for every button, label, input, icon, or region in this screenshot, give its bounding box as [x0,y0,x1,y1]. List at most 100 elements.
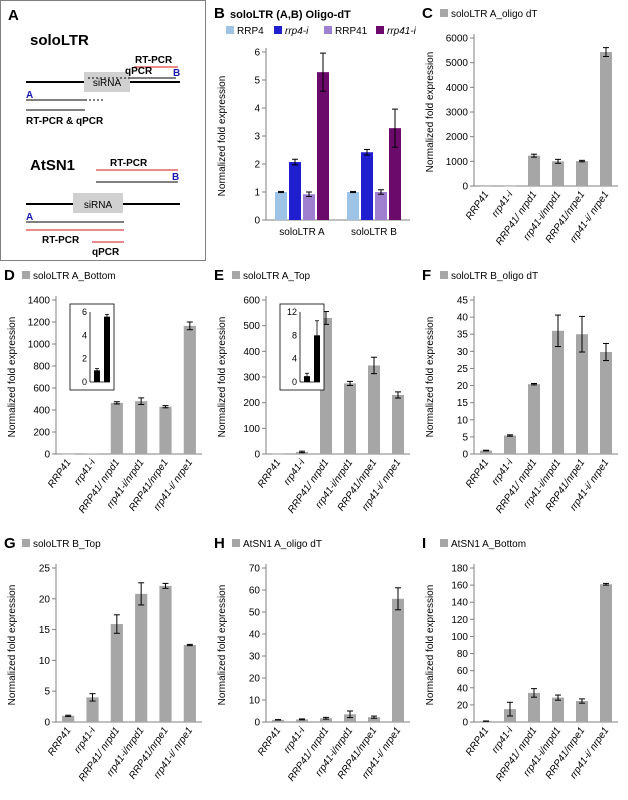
y-tick-label: 0 [254,216,260,227]
inset-y-tick-label: 8 [292,330,297,340]
chart-title: AtSN1 A_oligo dT [243,539,322,550]
y-tick-label: 0 [462,182,468,193]
bar-group-rrp41-nrpe1 [368,715,380,722]
y-tick-label: 35 [457,330,469,341]
atsn1-sirna-box [73,193,123,213]
bar-group-rrp41-nrpe1 [159,582,172,722]
bar-rrp41-nrpe1 [368,717,380,722]
bar-rrp4-i-sololtr-a [289,162,301,220]
y-tick-label: 15 [39,625,51,636]
panel-a-letter: A [8,7,19,24]
bar-group-rrp41-nrpe1 [159,405,172,454]
x-tick-label-rrp41: RRP41 [46,725,74,758]
bar-rrp41-i [86,697,99,722]
x-tick-label-rrp41: RRP41 [256,725,284,758]
bar-group-rrp41-nrpd1 [528,688,540,722]
bar-rrp41-i-nrpe1 [392,394,404,454]
bar-rrp4-i-sololtr-b [361,152,373,220]
y-tick-label: 60 [249,586,261,597]
bar-rrp41-i-nrpe1 [392,598,404,722]
bar-rrp41-i-nrpe1 [600,584,612,722]
y-tick-label: 800 [33,362,50,373]
panel-letter: E [214,267,224,284]
y-tick-label: 10 [457,415,469,426]
bar-group-rrp41-i-nrpe1 [183,321,196,454]
y-axis-label: Normalized fold expression [217,317,228,438]
chart-title: soloLTR A_oligo dT [451,9,538,20]
bar-group-rrp41 [62,714,75,722]
bar-rrp41 [480,185,492,187]
bar-group-rrp41-nrpd1 [528,383,540,454]
inset-chart: 0 4 8 12 [279,303,325,391]
bar-group-rrp41-i-nrpd1 [135,397,148,454]
bar-rrp41-nrpd1 [528,692,540,722]
bar-group-rrp41-i-sololtr-b [389,108,401,220]
y-tick-label: 40 [457,683,469,694]
bar-rrp4-sololtr-a [275,192,287,220]
y-tick-label: 2000 [446,132,469,143]
sololtr-rtpcr-label: RT-PCR [135,55,173,66]
y-tick-label: 200 [243,398,260,409]
legend-swatch [22,539,30,547]
inset-bar-1 [104,316,110,382]
y-tick-label: 80 [457,649,469,660]
bar-group-rrp41-i [86,693,99,722]
y-tick-label: 20 [457,700,469,711]
sololtr-title: soloLTR [30,32,89,49]
x-tick-label-rrp41: RRP41 [464,725,492,758]
sololtr-primer-b: B [173,68,180,79]
y-tick-label: 0 [462,718,468,729]
y-tick-label: 180 [451,564,468,575]
inset-y-tick-label: 0 [82,377,87,387]
bar-rrp41-nrpe1 [576,701,588,722]
x-tick-label-rrp41: RRP41 [464,189,492,222]
y-tick-label: 2 [254,160,260,171]
bar-rrp41-i [504,435,516,454]
bar-rrp41-i [86,453,99,455]
atsn1-title: AtSN1 [30,157,75,174]
bar-group-rrp41-i [504,701,516,722]
y-tick-label: 5 [254,76,260,87]
y-tick-label: 20 [39,594,51,605]
y-tick-label: 1000 [28,340,51,351]
bar-group-rrp41 [272,453,284,455]
bar-rrp41-i-nrpd1 [344,383,356,454]
bar-rrp41-nrpd1 [528,384,540,454]
atsn1-primer-a: A [26,212,33,223]
bar-group-rrp41-i [86,453,99,455]
bar-rrp41-i-nrpe1 [600,352,612,454]
y-tick-label: 3 [254,132,260,143]
y-tick-label: 5000 [446,58,469,69]
bar-rrp41-nrpe1 [368,365,380,454]
y-tick-label: 400 [33,406,50,417]
bar-group-rrp41-i-nrpe1 [183,643,196,722]
atsn1-qpcr-label: qPCR [92,247,120,258]
bar-group-rrp41-i-nrpe1 [600,582,612,722]
y-tick-label: 140 [451,598,468,609]
y-tick-label: 25 [39,564,51,575]
bar-rrp41-nrpd1 [110,402,123,454]
atsn1-rtpcr-bottom-label: RT-PCR [42,235,80,246]
chart-title: AtSN1 A_Bottom [451,539,526,550]
chart-panel-i: I AtSN1 A_Bottom Normalized fold expressio… [422,535,618,784]
inset-y-tick-label: 4 [292,354,297,364]
bar-rrp41-nrpe1 [159,406,172,454]
chart-title: soloLTR A_Bottom [33,271,116,282]
bar-rrp41 [480,450,492,454]
sololtr-qpcr-label: qPCR [125,66,153,77]
bar-group-rrp41-i [504,185,516,187]
y-tick-label: 3000 [446,108,469,119]
bar-rrp41-nrpe1 [576,161,588,186]
panel-a-schematic: A soloLTR siRNA RT-PCR qPCR B A RT-PCR &… [0,0,206,261]
legend: RRP4 rrp4-i RRP41 rrp41-i [226,26,417,37]
bar-rrp41-sololtr-b [375,192,387,220]
legend-swatch [440,539,448,547]
chart-title: soloLTR B_oligo dT [451,271,538,282]
legend-swatch [232,539,240,547]
bar-group-rrp41 [62,453,75,455]
legend-swatch-rrp4 [226,26,234,34]
bar-rrp4-sololtr-b [347,192,359,220]
y-tick-label: 0 [254,718,260,729]
